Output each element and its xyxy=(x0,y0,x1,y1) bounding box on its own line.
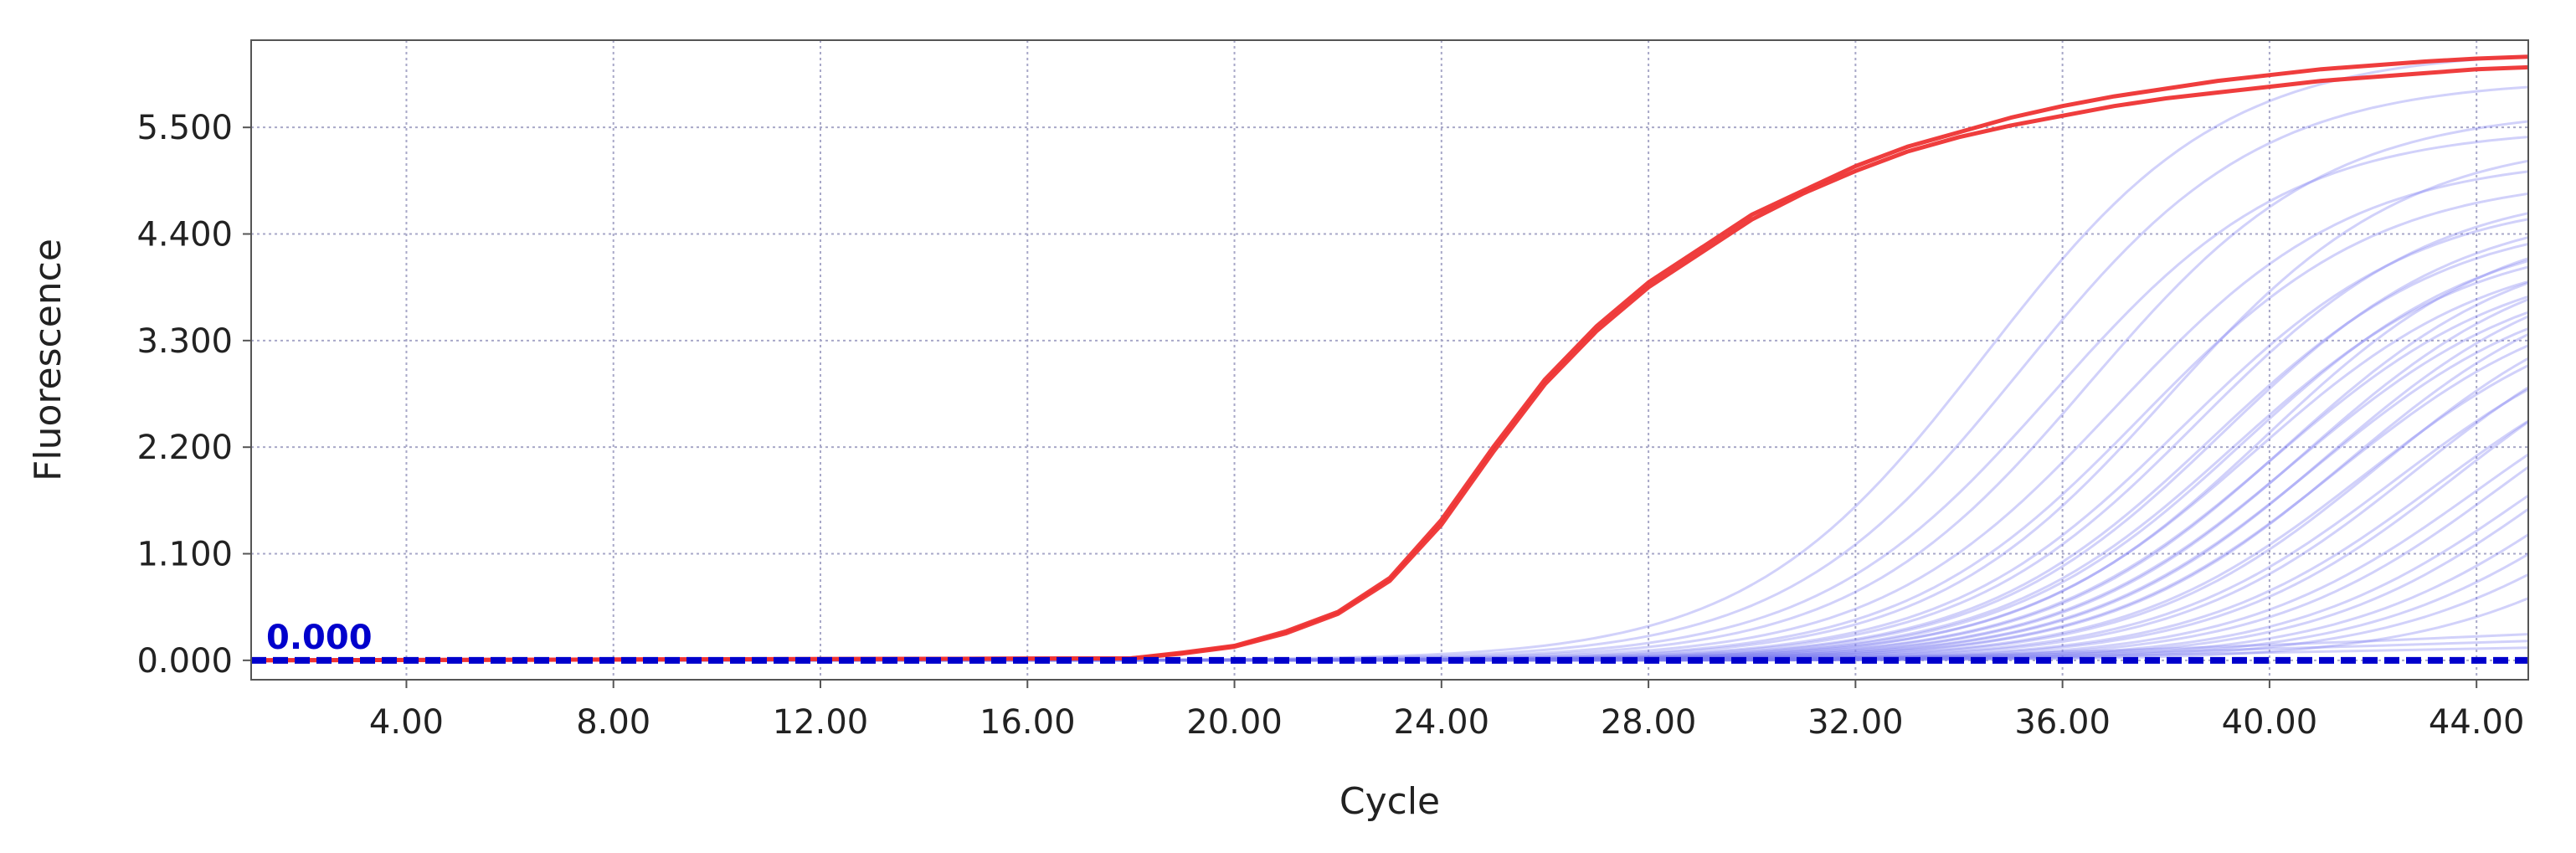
x-axis-label: Cycle xyxy=(1339,780,1440,823)
x-tick-label: 12.00 xyxy=(773,703,869,742)
x-tick-label: 24.00 xyxy=(1394,703,1490,742)
x-tick-label: 8.00 xyxy=(576,703,650,742)
threshold-label: 0.000 xyxy=(266,619,373,657)
y-tick-label: 0.000 xyxy=(136,642,233,681)
positive-curve xyxy=(251,64,2528,663)
plot-border xyxy=(250,39,2529,681)
y-tick-label: 5.500 xyxy=(136,109,233,147)
y-tick-label: 1.100 xyxy=(136,536,233,574)
x-tick-label: 44.00 xyxy=(2429,703,2525,742)
x-tick-label: 28.00 xyxy=(1601,703,1697,742)
x-tick-label: 20.00 xyxy=(1186,703,1283,742)
x-tick-label: 36.00 xyxy=(2014,703,2111,742)
y-axis-label: Fluorescence xyxy=(27,239,69,481)
y-tick-label: 4.400 xyxy=(136,216,233,254)
y-tick-label: 2.200 xyxy=(136,429,233,467)
x-tick-label: 40.00 xyxy=(2222,703,2318,742)
plot-area xyxy=(251,40,2528,680)
x-tick-label: 4.00 xyxy=(369,703,444,742)
x-tick-label: 16.00 xyxy=(979,703,1076,742)
x-tick-label: 32.00 xyxy=(1807,703,1904,742)
y-tick-label: 3.300 xyxy=(136,322,233,361)
